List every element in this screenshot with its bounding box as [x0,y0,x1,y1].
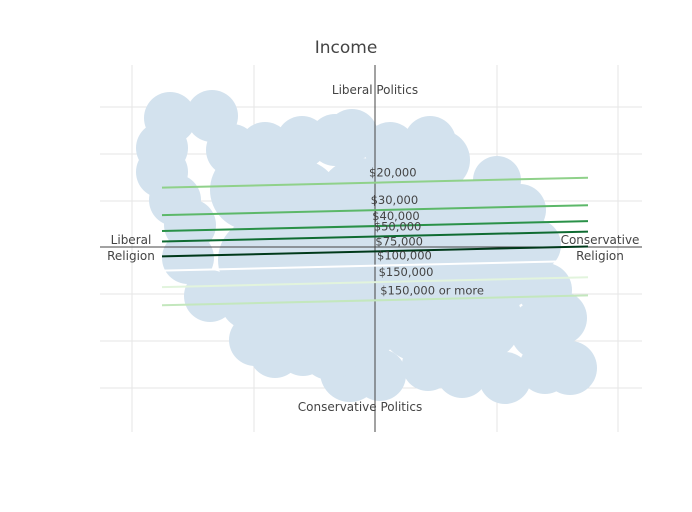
series-line [161,245,589,258]
series-line [161,176,589,189]
cloud-bubble [404,116,456,168]
top-axis-label: Liberal Politics [332,83,418,97]
series-line [161,294,589,307]
series-line [161,230,589,243]
chart-title: Income [315,38,378,58]
series-label: $50,000 [374,220,422,234]
series-line [161,259,589,272]
cloud-bubble [354,349,406,401]
series-label: $150,000 [379,265,434,279]
series-lines [161,176,589,307]
series-label: $20,000 [369,166,417,180]
cloud-bubble [300,320,360,380]
series-label: $75,000 [375,234,423,248]
series-line [161,204,589,217]
cloud-bubble [430,315,490,375]
series-labels: $20,000 $30,000 $40,000$50,000$75,000$100,… [369,166,484,298]
series-label: $150,000 or more [380,283,484,297]
cloud-bubble [510,300,570,360]
bottom-axis-label: Conservative Politics [298,400,422,414]
cloud-bubble [479,352,531,404]
series-label: $40,000 [372,209,420,223]
series-line [161,276,589,289]
series-label: $30,000 [371,193,419,207]
background-cloud [136,90,597,404]
left-axis-label: Liberal Religion [107,233,155,263]
right-axis-label: Conservative Religion [561,233,640,263]
series-label: $100,000 [377,249,432,263]
series-line [161,220,589,233]
